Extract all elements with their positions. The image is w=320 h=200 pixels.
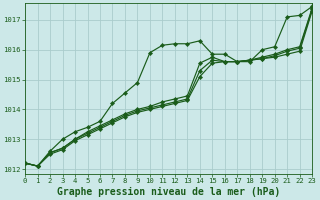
X-axis label: Graphe pression niveau de la mer (hPa): Graphe pression niveau de la mer (hPa) bbox=[57, 186, 280, 197]
